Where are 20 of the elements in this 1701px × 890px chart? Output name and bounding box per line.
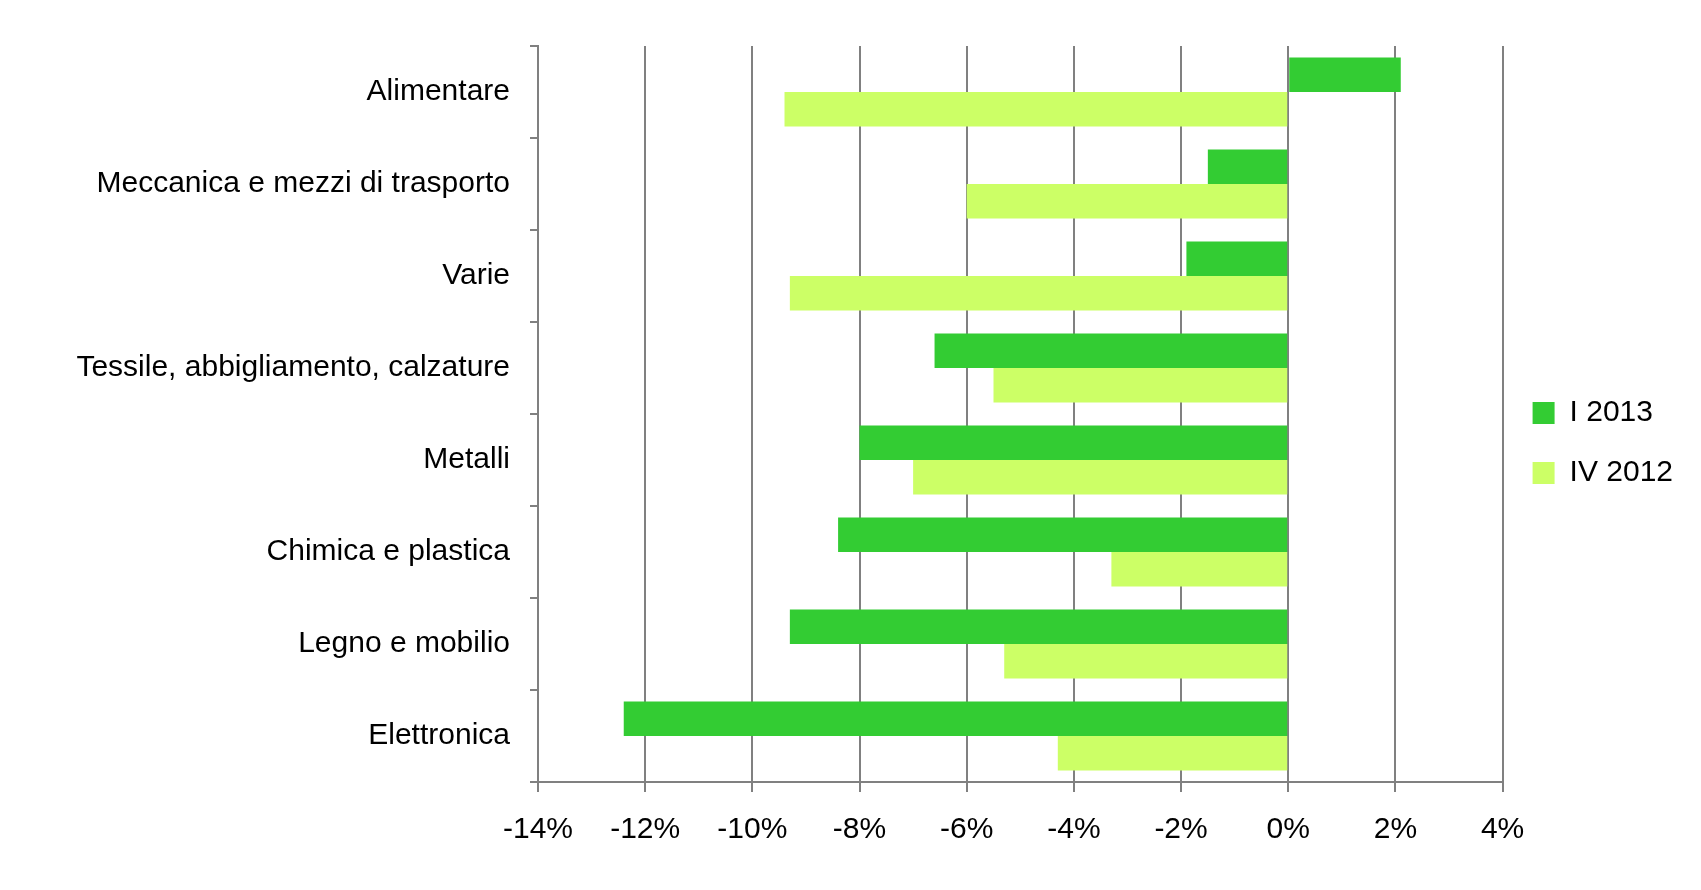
y-tick-label: Tessile, abbigliamento, calzature [76, 349, 510, 383]
x-tick-label: 2% [1373, 811, 1418, 845]
x-tick-label: -8% [832, 811, 887, 845]
y-tick-label: Legno e mobilio [298, 625, 510, 659]
y-tick-label: Alimentare [366, 73, 510, 107]
x-tick-label: -2% [1154, 811, 1208, 845]
y-tick-label: Chimica e plastica [266, 533, 511, 567]
y-tick-label: Varie [442, 257, 510, 291]
x-tick-label: -10% [717, 811, 788, 845]
x-tick-label: -6% [940, 811, 994, 845]
y-tick-label: Elettronica [368, 717, 511, 751]
legend-label: I 2013 [1569, 394, 1653, 428]
x-tick-label: -4% [1047, 811, 1101, 845]
x-tick-label: -12% [610, 811, 681, 845]
x-tick-label: 4% [1480, 811, 1525, 845]
x-tick-label: -14% [502, 811, 574, 845]
y-tick-label: Metalli [423, 441, 510, 475]
y-tick-label: Meccanica e mezzi di trasporto [96, 165, 510, 199]
legend-label: IV 2012 [1569, 454, 1673, 488]
x-tick-label: 0% [1266, 811, 1310, 845]
